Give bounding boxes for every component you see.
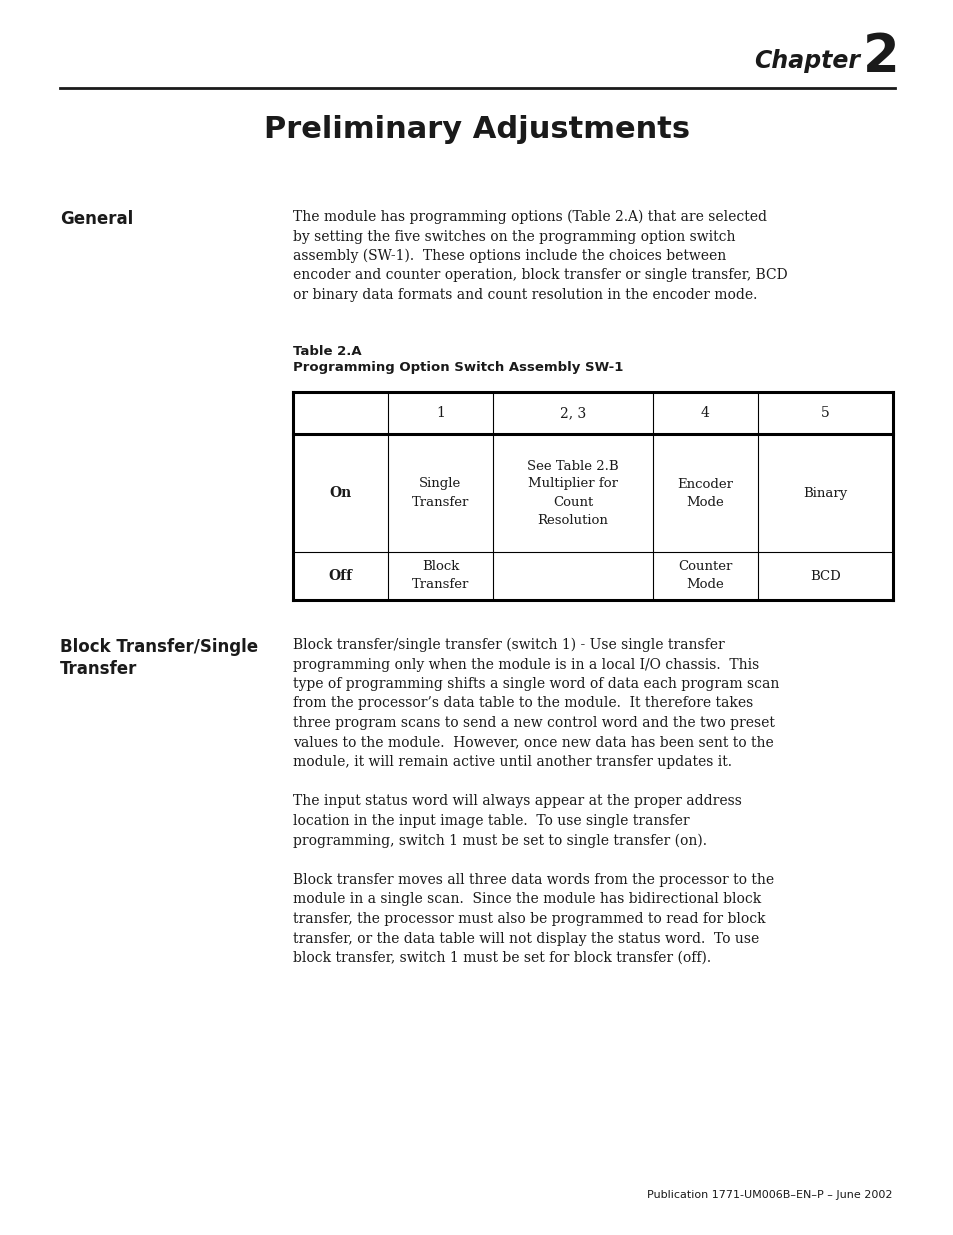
Text: General: General [60,210,133,228]
Text: encoder and counter operation, block transfer or single transfer, BCD: encoder and counter operation, block tra… [293,268,787,283]
Text: programming, switch 1 must be set to single transfer (on).: programming, switch 1 must be set to sin… [293,834,706,848]
Text: 4: 4 [700,406,709,420]
Text: assembly (SW-1).  These options include the choices between: assembly (SW-1). These options include t… [293,249,725,263]
Text: Block
Transfer: Block Transfer [412,561,469,592]
Text: Counter
Mode: Counter Mode [678,561,732,592]
Text: Preliminary Adjustments: Preliminary Adjustments [264,115,689,144]
Text: type of programming shifts a single word of data each program scan: type of programming shifts a single word… [293,677,779,692]
Text: module in a single scan.  Since the module has bidirectional block: module in a single scan. Since the modul… [293,893,760,906]
Text: module, it will remain active until another transfer updates it.: module, it will remain active until anot… [293,755,731,769]
Text: 1: 1 [436,406,444,420]
Text: 2, 3: 2, 3 [559,406,585,420]
Text: Binary: Binary [802,487,846,499]
Text: transfer, the processor must also be programmed to read for block: transfer, the processor must also be pro… [293,911,765,926]
Text: Block transfer/single transfer (switch 1) - Use single transfer: Block transfer/single transfer (switch 1… [293,638,724,652]
Text: Transfer: Transfer [60,659,137,678]
Text: three program scans to send a new control word and the two preset: three program scans to send a new contro… [293,716,774,730]
Text: Encoder
Mode: Encoder Mode [677,478,733,509]
Text: transfer, or the data table will not display the status word.  To use: transfer, or the data table will not dis… [293,931,759,946]
Text: 2: 2 [862,31,899,83]
Text: Table 2.A: Table 2.A [293,345,361,358]
Text: block transfer, switch 1 must be set for block transfer (off).: block transfer, switch 1 must be set for… [293,951,710,965]
Text: Block transfer moves all three data words from the processor to the: Block transfer moves all three data word… [293,873,773,887]
Text: The input status word will always appear at the proper address: The input status word will always appear… [293,794,741,809]
Text: Off: Off [328,569,353,583]
Text: from the processor’s data table to the module.  It therefore takes: from the processor’s data table to the m… [293,697,753,710]
Text: Programming Option Switch Assembly SW-1: Programming Option Switch Assembly SW-1 [293,361,622,374]
Text: location in the input image table.  To use single transfer: location in the input image table. To us… [293,814,689,827]
Text: by setting the five switches on the programming option switch: by setting the five switches on the prog… [293,230,735,243]
Text: Single
Transfer: Single Transfer [412,478,469,509]
Text: BCD: BCD [809,569,840,583]
Text: See Table 2.B
Multiplier for
Count
Resolution: See Table 2.B Multiplier for Count Resol… [527,459,618,526]
Text: or binary data formats and count resolution in the encoder mode.: or binary data formats and count resolut… [293,288,757,303]
Text: On: On [329,487,352,500]
Text: The module has programming options (Table 2.A) that are selected: The module has programming options (Tabl… [293,210,766,225]
Text: Block Transfer/Single: Block Transfer/Single [60,638,258,656]
Text: Chapter: Chapter [753,49,859,73]
Text: Publication 1771-UM006B–EN–P – June 2002: Publication 1771-UM006B–EN–P – June 2002 [647,1191,892,1200]
Text: 5: 5 [821,406,829,420]
Text: values to the module.  However, once new data has been sent to the: values to the module. However, once new … [293,736,773,750]
Text: programming only when the module is in a local I/O chassis.  This: programming only when the module is in a… [293,657,759,672]
